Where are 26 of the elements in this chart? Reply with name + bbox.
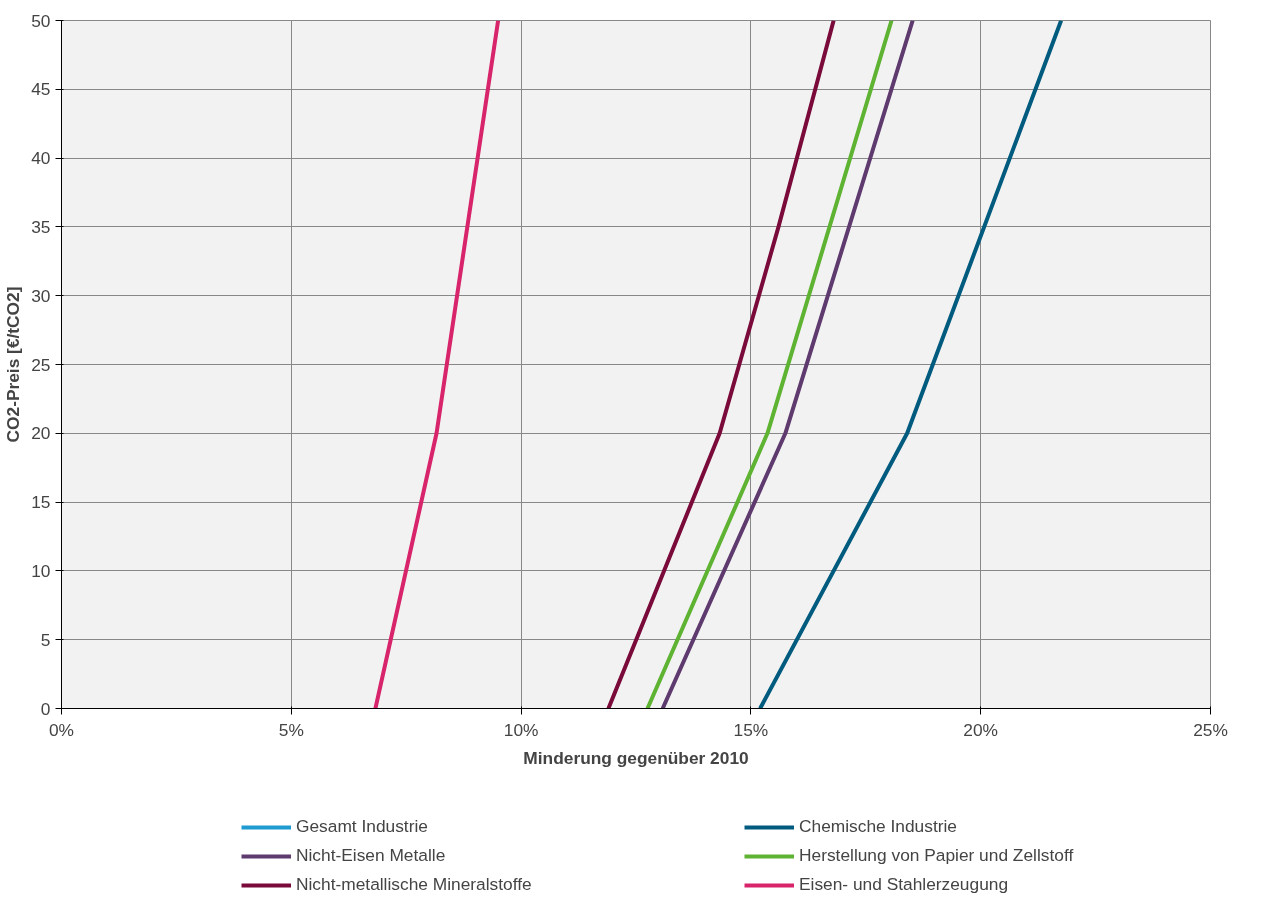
legend-label: Chemische Industrie — [799, 816, 958, 837]
y-tick-label: 10 — [31, 560, 51, 581]
y-tick-label: 45 — [31, 79, 51, 100]
y-tick-label: 40 — [31, 148, 51, 169]
x-tick-label: 5% — [278, 719, 304, 740]
y-tick-label: 35 — [31, 216, 51, 237]
line-series — [606, 20, 836, 709]
x-tick-label: 25% — [1193, 719, 1228, 740]
y-tick-label: 30 — [31, 285, 51, 306]
y-tick-label: 25 — [31, 354, 51, 375]
y-tick-label: 15 — [31, 492, 51, 513]
legend-label: Eisen- und Stahlerzeugung — [799, 874, 1010, 895]
x-tick-label: 20% — [963, 719, 999, 740]
x-tick-label: 15% — [733, 719, 769, 740]
legend-label: Nicht-metallische Mineralstoffe — [296, 874, 533, 895]
y-tick-label: 20 — [31, 423, 51, 444]
x-tick-label: 10% — [503, 719, 539, 740]
y-tick-label: 5 — [40, 629, 51, 650]
y-tick-label: 50 — [31, 10, 51, 31]
y-tick-label: 0 — [40, 698, 51, 719]
x-axis-title: Minderung gegenüber 2010 — [523, 747, 749, 768]
legend-label: Nicht-Eisen Metalle — [296, 845, 447, 866]
x-tick-label: 0% — [48, 719, 75, 740]
legend-label: Gesamt Industrie — [296, 816, 429, 837]
legend-label: Herstellung von Papier und Zellstoff — [799, 845, 1075, 866]
y-axis-title: CO2-Preis [€/tCO2] — [3, 286, 24, 443]
